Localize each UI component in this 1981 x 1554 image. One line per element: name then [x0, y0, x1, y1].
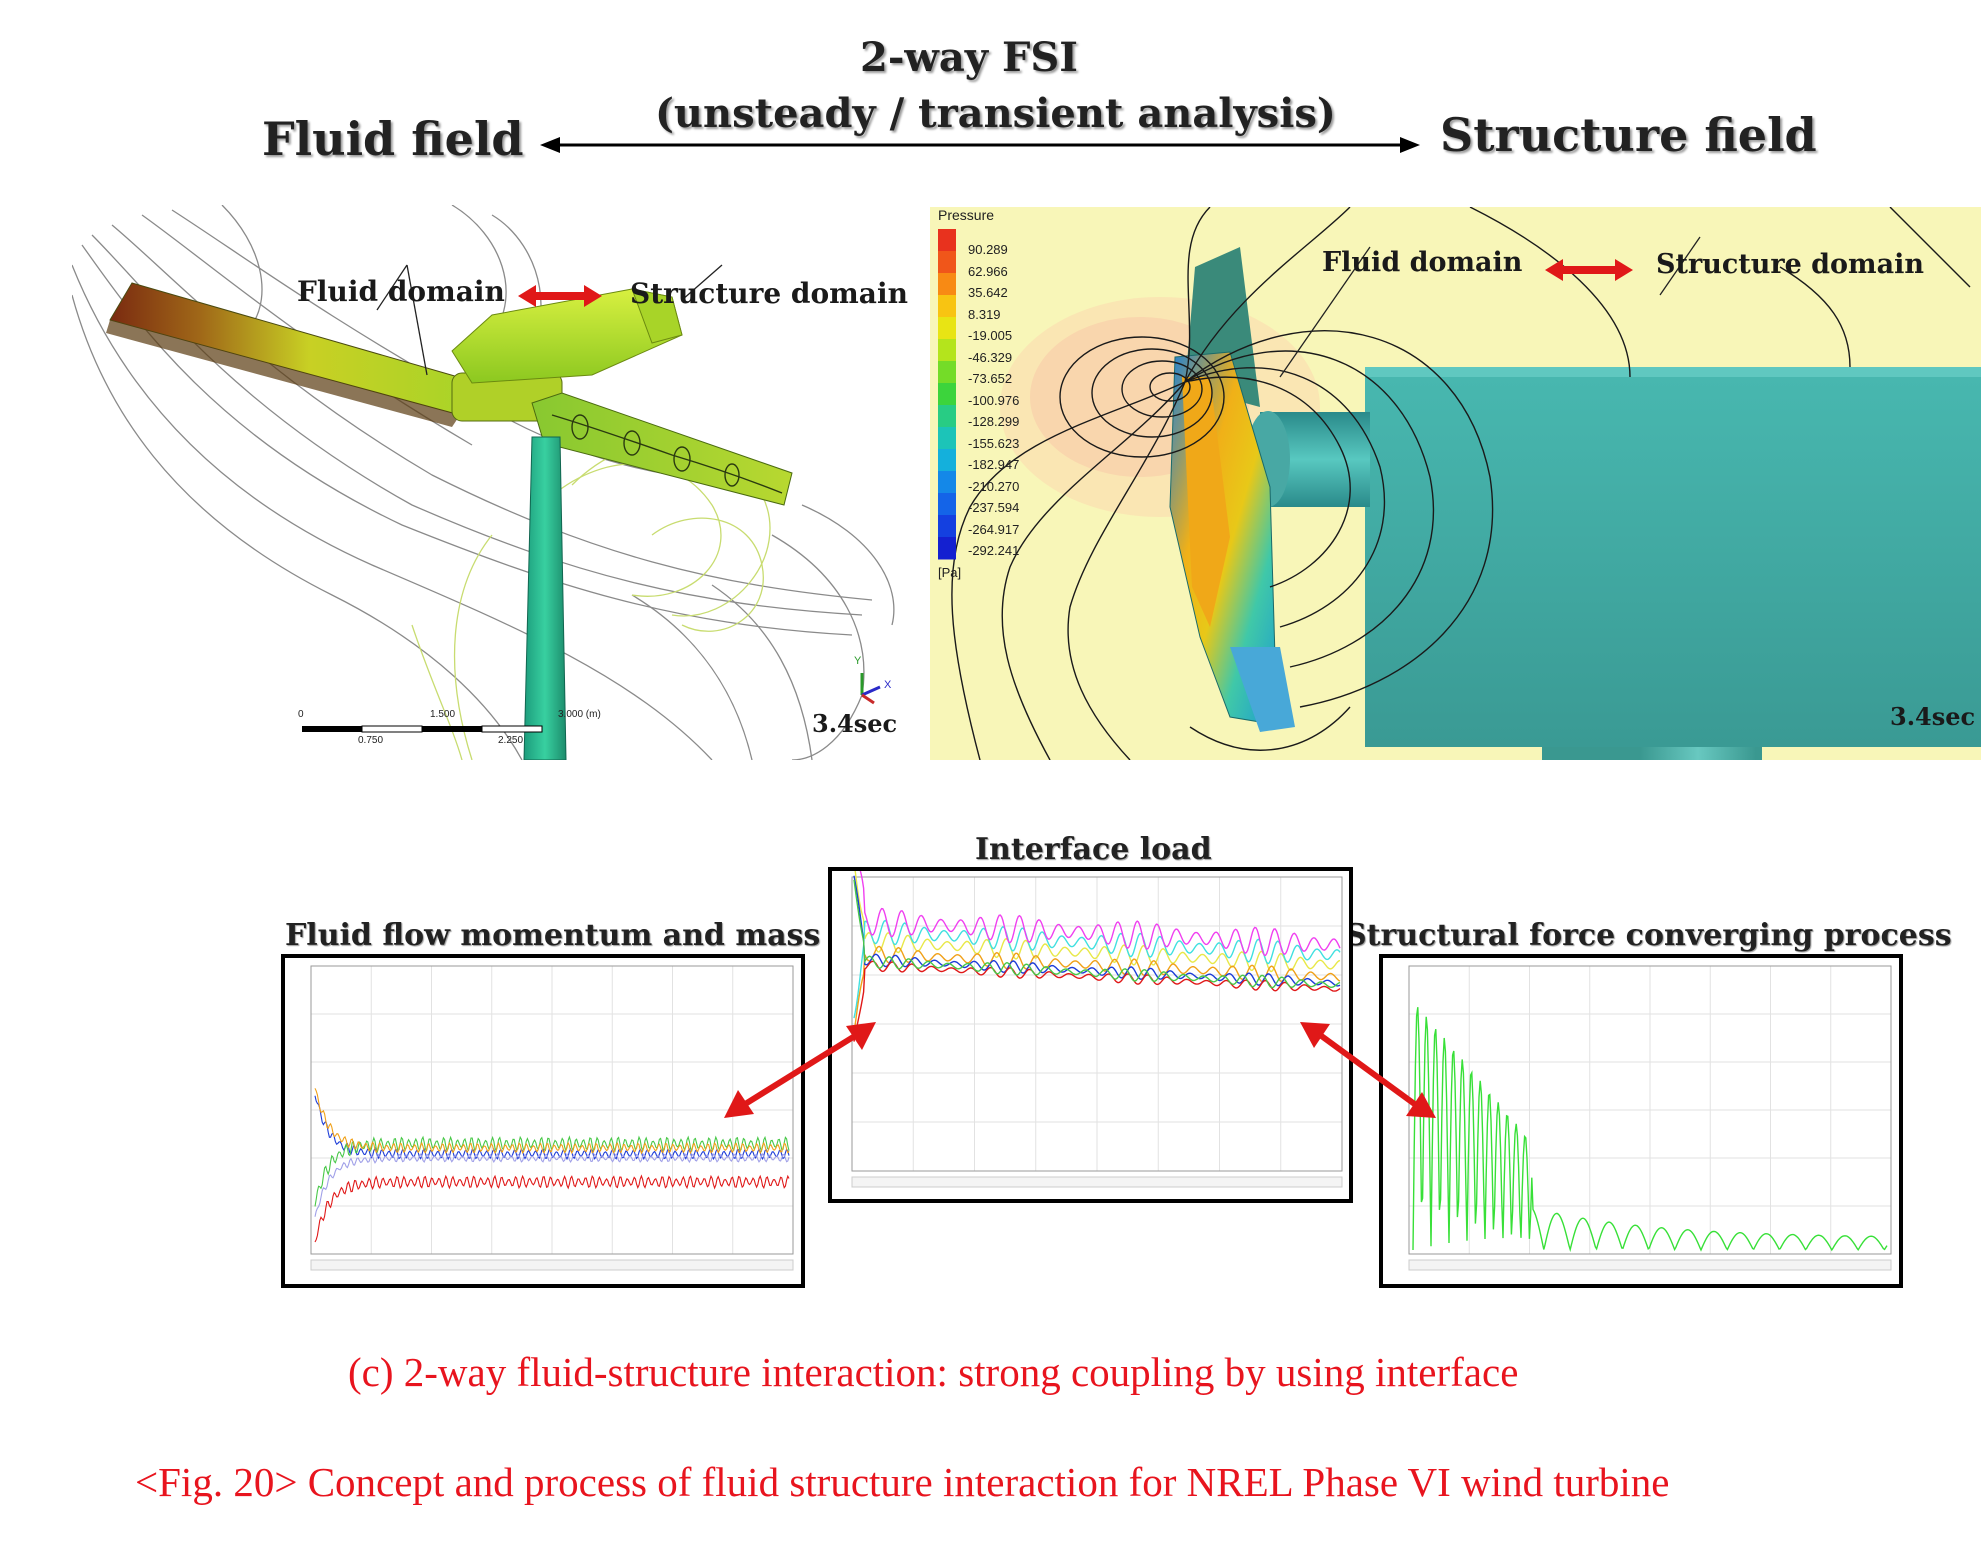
legend-swatch: [938, 537, 956, 560]
series-trace: [853, 960, 1341, 1042]
left-fluid-domain-label: Fluid domain: [297, 275, 505, 308]
scale-tick-1500: 1.500: [430, 709, 456, 720]
pressure-color-bar: [938, 229, 956, 560]
right-domain-double-arrow: [1545, 259, 1633, 281]
legend-swatch: [938, 317, 956, 340]
structural-force-plot: [1408, 965, 1892, 1271]
legend-swatch: [938, 449, 956, 472]
legend-value: -100.976: [968, 392, 1020, 408]
legend-value: -46.329: [968, 349, 1013, 365]
plot-area: [310, 965, 794, 1255]
legend-value: -182.947: [968, 457, 1020, 472]
legend-swatch: [938, 229, 956, 252]
legend-strip: [851, 1176, 1343, 1188]
legend-value: -210.270: [968, 478, 1020, 494]
figure-caption: <Fig. 20> Concept and process of fluid s…: [135, 1459, 1670, 1505]
series-trace: [853, 879, 1341, 989]
series-trace: [859, 871, 1341, 957]
legend-swatch: [938, 383, 956, 406]
fluid-field-visualization: 0 1.500 3.000 (m) 0.750 2.250 Y X Fluid …: [72, 205, 932, 760]
legend-unit: [Pa]: [938, 565, 962, 580]
series-trace: [314, 1152, 790, 1217]
pressure-contour-render: [938, 207, 1981, 760]
subfigure-caption: (c) 2-way fluid-structure interaction: s…: [348, 1349, 1519, 1395]
turbine-flow-render: [72, 205, 895, 760]
fluid-flow-plot: [310, 965, 794, 1271]
fsi-title: 2-way FSI: [860, 34, 1078, 81]
left-structure-domain-label: Structure domain: [630, 277, 908, 310]
legend-value: -19.005: [968, 328, 1013, 343]
fluid-flow-chart: [281, 954, 805, 1288]
interface-structure-double-arrow: [1300, 1022, 1436, 1118]
legend-values: 90.289 62.966 35.642 8.319 -19.005 -46.329 -73…: [968, 239, 1019, 562]
legend-value: 90.289: [968, 242, 1008, 257]
left-time-label: 3.4sec: [812, 709, 898, 738]
interface-load-chart: [828, 867, 1353, 1203]
legend-strip: [1408, 1259, 1892, 1271]
legend-swatch: [938, 515, 956, 538]
right-structure-domain-label: Structure domain: [1656, 249, 1925, 280]
legend-value: -237.594: [968, 500, 1020, 515]
scale-tick-0: 0: [298, 709, 304, 720]
series-trace: [853, 919, 1341, 1019]
legend-value: -264.917: [968, 521, 1020, 537]
legend-swatch: [938, 471, 956, 494]
legend-title: Pressure: [938, 207, 995, 223]
series-trace: [854, 871, 1341, 973]
legend-swatch: [938, 295, 956, 318]
legend-value: 8.319: [968, 306, 1001, 322]
legend-swatch: [938, 493, 956, 516]
interface-load-plot: [851, 871, 1343, 1188]
scale-tick-0750: 0.750: [358, 735, 384, 746]
right-fluid-domain-label: Fluid domain: [1322, 247, 1523, 278]
left-domain-double-arrow: [518, 285, 602, 307]
structural-force-title: Structural force converging process: [1345, 918, 1952, 953]
legend-swatch: [938, 339, 956, 362]
legend-value: 62.966: [968, 263, 1008, 279]
fluid-field-label: Fluid field: [262, 112, 524, 166]
structure-field-visualization: Pressure 90.289 62.966 35.642 8.319 -19.005 -…: [930, 207, 1981, 760]
axis-y-label: Y: [854, 655, 862, 667]
plot-area: [851, 876, 1343, 1172]
fsi-subtitle: (unsteady / transient analysis): [655, 90, 1336, 137]
legend-strip: [310, 1259, 794, 1271]
series-trace: [314, 1174, 790, 1243]
structural-force-chart: [1379, 954, 1903, 1288]
scale-tick-2250: 2.250: [498, 735, 524, 746]
interface-load-title: Interface load: [975, 832, 1212, 867]
fsi-double-arrow: [540, 137, 1420, 153]
legend-value: -73.652: [968, 371, 1013, 386]
scale-bar: [302, 725, 543, 733]
legend-value: -292.241: [968, 543, 1020, 558]
series-trace: [853, 875, 1341, 987]
series-trace: [1412, 1007, 1888, 1253]
legend-swatch: [938, 361, 956, 384]
axis-triad: [860, 673, 881, 705]
series-trace: [314, 1088, 790, 1155]
legend-swatch: [938, 405, 956, 428]
scale-tick-3000: 3.000 (m): [558, 709, 601, 720]
axis-x-label: X: [884, 679, 892, 691]
legend-value: -128.299: [968, 414, 1020, 429]
fluid-interface-double-arrow: [724, 1022, 876, 1118]
fluid-flow-title: Fluid flow momentum and mass: [285, 918, 821, 953]
legend-value: 35.642: [968, 285, 1008, 300]
right-time-label: 3.4sec: [1890, 702, 1976, 731]
structure-field-label: Structure field: [1440, 108, 1817, 162]
legend-value: -155.623: [968, 435, 1020, 451]
legend-swatch: [938, 427, 956, 450]
plot-area: [1408, 965, 1892, 1255]
legend-swatch: [938, 251, 956, 274]
legend-swatch: [938, 273, 956, 296]
